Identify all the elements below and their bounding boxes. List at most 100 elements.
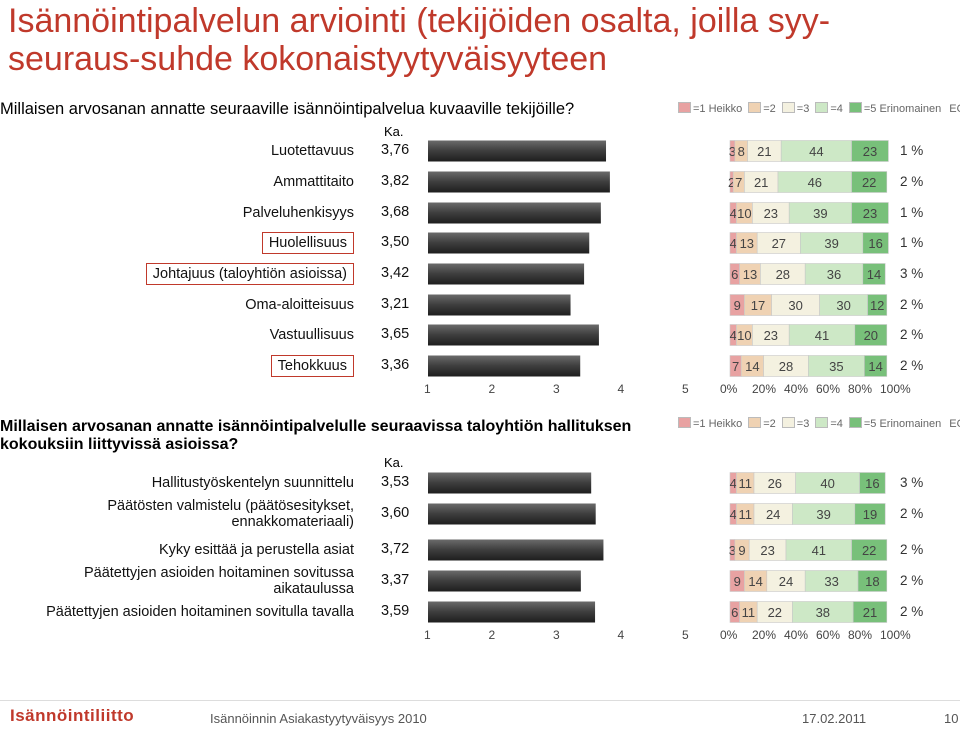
mean-value: 3,36 <box>381 357 410 373</box>
stack-value: 7 <box>732 359 739 374</box>
stack-segment <box>747 140 782 162</box>
stack-value: 13 <box>740 236 754 251</box>
pct-axis-tick: 40% <box>784 628 809 642</box>
stack-value: 20 <box>864 328 878 343</box>
stack-value: 46 <box>808 175 822 190</box>
category-label: Hallitustyöskentelyn suunnittelu <box>152 475 354 491</box>
legend-swatch <box>781 417 795 428</box>
category-label: Luotettavuus <box>271 143 354 159</box>
eos-value: 2 % <box>900 573 924 588</box>
mean-bar <box>428 202 601 224</box>
stack-segment <box>785 539 852 561</box>
mean-axis-tick: 4 <box>617 382 625 396</box>
legend-swatch <box>748 102 762 113</box>
stack-value: 17 <box>751 298 765 313</box>
pct-axis-tick: 0% <box>720 382 738 396</box>
stack-value: 6 <box>731 605 738 620</box>
legend-label: =4 <box>830 103 843 115</box>
stack-segment <box>851 202 889 224</box>
stack-value: 16 <box>865 476 879 491</box>
stack-segment <box>854 503 886 525</box>
category-label: Ammattitaito <box>273 174 354 190</box>
stack-segment <box>729 472 737 494</box>
stack-value: 38 <box>816 605 830 620</box>
stack-segment <box>819 294 868 316</box>
mean-value: 3,53 <box>381 474 410 490</box>
footer-center: Isännöinnin Asiakastyytyväisyys 2010 <box>210 711 427 726</box>
category-label-line: Ammattitaito <box>273 174 354 190</box>
stack-value: 22 <box>768 605 782 620</box>
stack-segment <box>752 202 790 224</box>
legend-swatch <box>848 102 862 113</box>
stack-segment <box>859 472 886 494</box>
stack-segment <box>800 232 864 254</box>
legend-swatch <box>748 417 762 428</box>
stack-value: 4 <box>730 476 737 491</box>
category-label: Päätettyjen asioiden hoitaminen sovituss… <box>84 565 354 597</box>
stack-segment <box>729 601 740 623</box>
stack-value: 18 <box>865 574 879 589</box>
stack-segment <box>771 294 820 316</box>
legend-label: =1 Heikko <box>693 103 743 115</box>
stack-segment <box>867 294 888 316</box>
stack-segment <box>736 472 755 494</box>
category-label-line: Huolellisuus <box>268 235 347 251</box>
category-label-line: Vastuullisuus <box>269 327 354 343</box>
stack-segment <box>729 503 737 525</box>
legend-swatch <box>678 102 691 113</box>
stack-value: 41 <box>812 543 826 558</box>
stack-value: 3 <box>729 543 736 558</box>
stack-segment <box>795 472 860 494</box>
stack-value: 11 <box>738 507 752 522</box>
stack-value: 22 <box>862 543 876 558</box>
pct-axis-tick: 20% <box>752 628 777 642</box>
legend-label: =5 Erinomainen <box>863 418 942 430</box>
stack-value: 27 <box>772 236 786 251</box>
stack-value: 14 <box>745 359 759 374</box>
category-label: Tehokkuus <box>270 355 354 377</box>
stack-value: 14 <box>748 574 762 589</box>
pct-axis-tick: 0% <box>720 628 738 642</box>
stack-segment <box>729 232 737 254</box>
legend-label: =4 <box>830 418 843 430</box>
category-label-line: Päätösten valmistelu (päätösesitykset, <box>107 498 354 514</box>
stack-value: 24 <box>779 574 793 589</box>
mean-axis-tick: 3 <box>553 628 560 642</box>
legend-swatch <box>781 102 795 113</box>
mean-bar <box>428 355 581 377</box>
stack-segment <box>729 263 740 285</box>
legend-label: EOS% <box>949 418 960 430</box>
stack-segment <box>854 324 888 346</box>
legend-label: =3 <box>796 103 810 115</box>
pct-axis-tick: 80% <box>848 382 873 396</box>
logo: Isännöintiliitto <box>10 706 135 725</box>
eos-value: 2 % <box>900 358 924 373</box>
category-label: Päätettyjen asioiden hoitaminen sovitull… <box>46 604 354 620</box>
question-1: Millaisen arvosanan annatte seuraaville … <box>0 100 575 118</box>
stack-value: 30 <box>836 298 850 313</box>
category-label-line: aikataulussa <box>273 581 354 597</box>
stack-value: 4 <box>730 328 737 343</box>
stack-segment <box>729 171 734 193</box>
stack-segment <box>852 601 888 623</box>
stack-segment <box>736 503 755 525</box>
category-label-line: Päätettyjen asioiden hoitaminen sovitull… <box>46 604 354 620</box>
stack-value: 39 <box>824 236 838 251</box>
mean-bar <box>428 601 596 623</box>
stack-value: 10 <box>737 328 751 343</box>
stack-segment <box>729 294 745 316</box>
legend-swatch <box>815 102 829 113</box>
stack-value: 36 <box>827 267 841 282</box>
eos-value: 2 % <box>900 542 924 557</box>
stack-segment <box>780 140 852 162</box>
mean-value: 3,50 <box>381 234 410 250</box>
stack-value: 21 <box>757 144 771 159</box>
stack-segment <box>788 202 852 224</box>
category-label: Kyky esittää ja perustella asiat <box>159 542 354 558</box>
mean-value: 3,82 <box>381 173 410 189</box>
stack-segment <box>729 355 742 377</box>
stack-segment <box>739 263 761 285</box>
pct-axis-tick: 100% <box>880 382 911 396</box>
pct-axis-tick: 20% <box>752 382 777 396</box>
stack-segment <box>851 140 889 162</box>
